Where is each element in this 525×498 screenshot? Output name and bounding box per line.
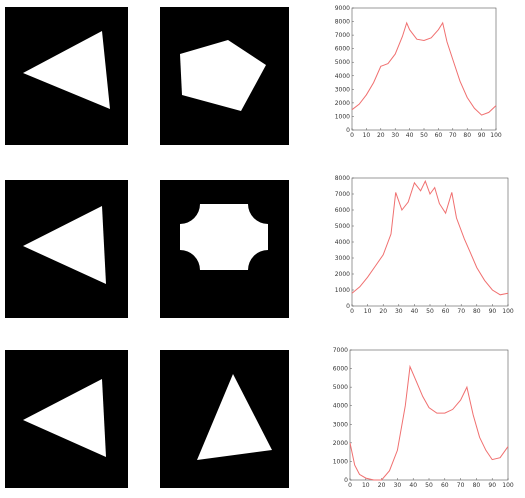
- x-tick-label: 20: [378, 482, 386, 489]
- x-tick-label: 30: [394, 482, 402, 489]
- shape-panel-row3-left: [5, 350, 128, 488]
- histogram-svg: 0 10 20 30 40 50 60 70 80 90 100010002000300040005…: [335, 5, 502, 139]
- rounded-cross-shape: [180, 204, 268, 270]
- triangle-shape: [23, 206, 106, 284]
- y-tick-label: 7000: [335, 191, 350, 198]
- y-tick-label: 8000: [335, 19, 350, 26]
- series-line: [351, 179, 509, 296]
- y-tick-label: 7000: [335, 32, 350, 39]
- histogram-svg: 0 10 20 30 40 50 60 70 80 90 100010002000300040005…: [333, 347, 514, 489]
- histogram-plot-3: 0 10 20 30 40 50 60 70 80 90 100 0 1000 2000 3000 4000 5…: [330, 344, 514, 498]
- series-line: [351, 21, 497, 116]
- shape-canvas: [5, 180, 128, 318]
- x-tick-label: 60: [442, 308, 450, 315]
- x-tick-label: 10: [364, 308, 372, 315]
- x-tick-label: 100: [502, 308, 514, 315]
- x-tick-label: 60: [441, 482, 449, 489]
- x-tick-label: 100: [490, 132, 502, 139]
- x-tick-label: 20: [377, 132, 385, 139]
- y-tick-label: 1000: [333, 458, 348, 465]
- y-tick-label: 7000: [333, 347, 348, 354]
- x-tick-label: 40: [409, 482, 417, 489]
- y-tick-label: 6000: [335, 207, 350, 214]
- y-tick-label: 8000: [335, 175, 350, 182]
- x-tick-label: 100: [502, 482, 514, 489]
- series-line: [349, 364, 509, 481]
- y-tick-label: 2000: [333, 440, 348, 447]
- y-tick-label: 6000: [333, 366, 348, 373]
- x-tick-label: 40: [406, 132, 414, 139]
- shape-canvas: [5, 350, 128, 488]
- y-tick-label: 0: [346, 303, 350, 310]
- x-tick-label: 50: [426, 308, 434, 315]
- y-tick-label: 1000: [335, 113, 350, 120]
- shape-panel-row2-left: [5, 180, 128, 318]
- x-tick-label: 70: [449, 132, 457, 139]
- triangle-shape: [23, 379, 106, 457]
- histogram-plot-1: 0 10 20 30 40 50 60 70 80 90 100 0 1000 2000 3000 4000 5…: [330, 2, 502, 146]
- y-tick-label: 0: [344, 477, 348, 484]
- shape-panel-row3-right: [160, 350, 289, 488]
- y-tick-label: 6000: [335, 46, 350, 53]
- plot-frame: [349, 349, 509, 481]
- x-tick-label: 50: [420, 132, 428, 139]
- x-tick-label: 80: [463, 132, 471, 139]
- y-tick-label: 3000: [333, 421, 348, 428]
- shape-panel-row1-left: [5, 7, 128, 145]
- plot-frame: [351, 177, 509, 307]
- shape-canvas: [160, 180, 289, 318]
- y-tick-label: 0: [346, 127, 350, 134]
- x-tick-label: 0: [348, 482, 352, 489]
- x-tick-label: 0: [350, 308, 354, 315]
- x-tick-label: 90: [478, 132, 486, 139]
- shape-canvas: [5, 7, 128, 145]
- plot-frame: [351, 7, 497, 131]
- y-tick-label: 5000: [335, 59, 350, 66]
- y-tick-label: 1000: [335, 287, 350, 294]
- triangle-shape: [23, 31, 110, 109]
- x-tick-label: 10: [363, 132, 371, 139]
- y-tick-label: 9000: [335, 5, 350, 12]
- y-tick-label: 3000: [335, 255, 350, 262]
- x-tick-label: 30: [395, 308, 403, 315]
- x-tick-label: 90: [489, 308, 497, 315]
- y-tick-label: 5000: [333, 384, 348, 391]
- x-tick-label: 80: [473, 308, 481, 315]
- y-tick-label: 4000: [335, 73, 350, 80]
- x-tick-label: 90: [488, 482, 496, 489]
- shape-canvas: [160, 350, 289, 488]
- x-tick-label: 10: [362, 482, 370, 489]
- triangle-shape: [197, 374, 272, 460]
- x-tick-label: 80: [473, 482, 481, 489]
- y-tick-label: 3000: [335, 86, 350, 93]
- histogram-plot-2: 0 10 20 30 40 50 60 70 80 90 100 0 1000 2000 3000 4000 5…: [330, 172, 514, 324]
- shape-panel-row1-right: [160, 7, 289, 145]
- y-tick-label: 4000: [333, 403, 348, 410]
- pentagon-shape: [180, 40, 266, 111]
- x-tick-label: 30: [391, 132, 399, 139]
- y-tick-label: 2000: [335, 271, 350, 278]
- y-tick-label: 4000: [335, 239, 350, 246]
- x-tick-label: 20: [379, 308, 387, 315]
- histogram-svg: 0 10 20 30 40 50 60 70 80 90 100010002000300040005…: [335, 175, 514, 315]
- x-tick-label: 40: [411, 308, 419, 315]
- shape-canvas: [160, 7, 289, 145]
- x-tick-label: 50: [425, 482, 433, 489]
- y-tick-label: 5000: [335, 223, 350, 230]
- y-tick-label: 2000: [335, 100, 350, 107]
- x-tick-label: 60: [435, 132, 443, 139]
- x-tick-label: 0: [350, 132, 354, 139]
- x-tick-label: 70: [457, 308, 465, 315]
- x-tick-label: 70: [457, 482, 465, 489]
- shape-panel-row2-right: [160, 180, 289, 318]
